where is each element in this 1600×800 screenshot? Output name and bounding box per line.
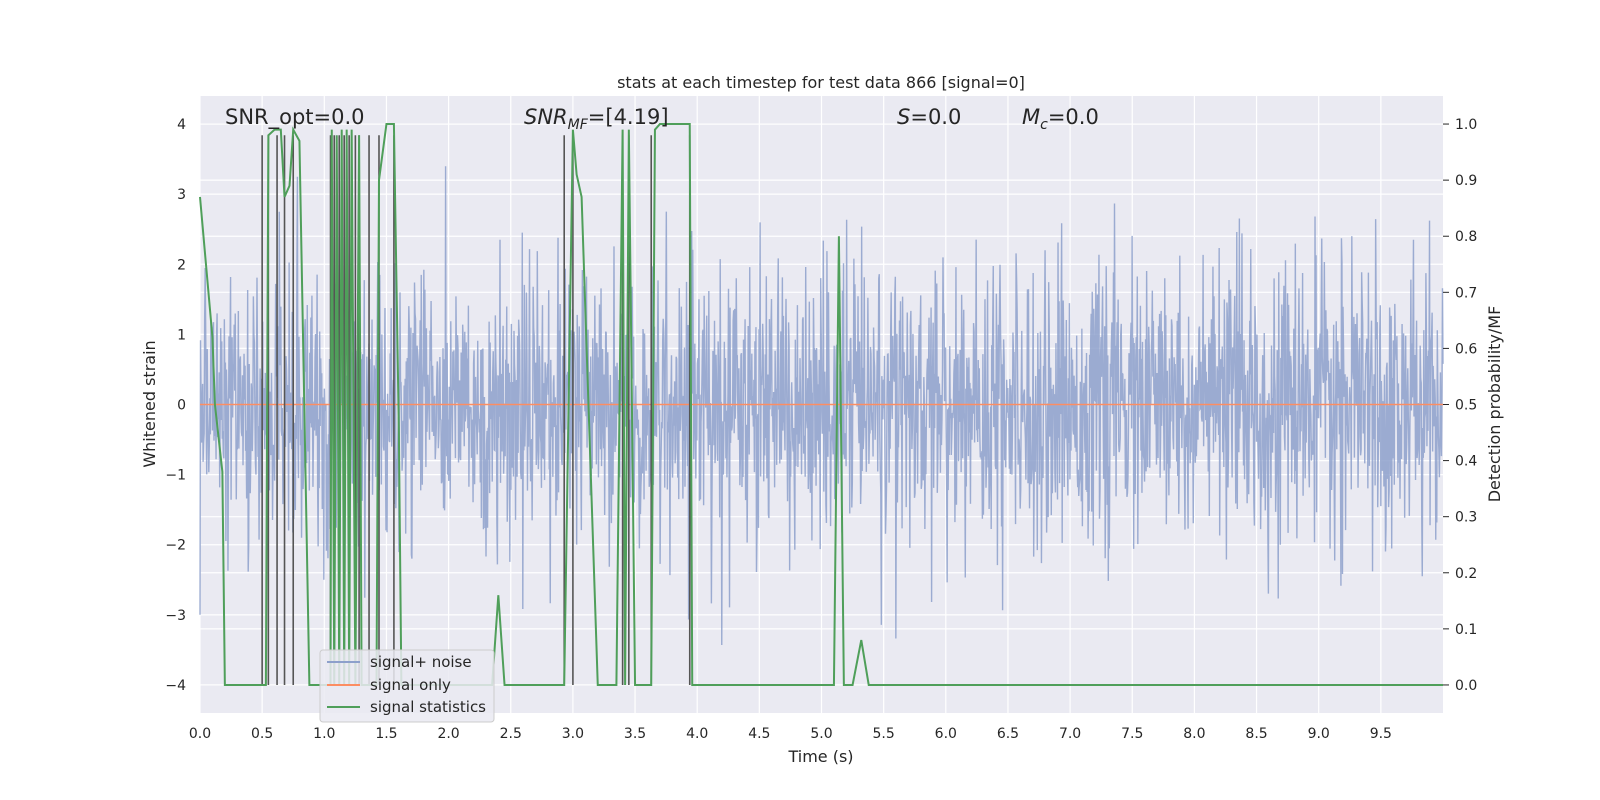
x-tick-label: 9.5 (1370, 726, 1392, 742)
y-tick-label-right: 0.4 (1455, 454, 1477, 470)
y-tick-label-right: 1.0 (1455, 117, 1477, 133)
legend-box (319, 649, 495, 723)
x-tick-label: 8.0 (1183, 726, 1205, 742)
x-tick-label: 4.5 (748, 726, 770, 742)
annotation-mc: Mc=0.0 (1022, 105, 1099, 133)
x-tick-label: 2.0 (437, 726, 459, 742)
annotation-snr-mf-value: =[4.19] (588, 105, 669, 129)
y-tick-label-right: 0.5 (1455, 398, 1477, 414)
annotation-s-value: =0.0 (910, 105, 961, 129)
x-tick-label: 3.5 (624, 726, 646, 742)
legend-label-stats: signal statistics (370, 698, 486, 716)
legend: signal+ noise signal only signal statist… (319, 649, 495, 723)
y-tick-label: 0 (177, 398, 186, 414)
x-tick-label: 7.5 (1121, 726, 1143, 742)
annotation-s: S=0.0 (897, 105, 961, 129)
x-tick-label: 1.5 (375, 726, 397, 742)
x-tick-label: 1.0 (313, 726, 335, 742)
y-tick-label: 2 (177, 257, 186, 273)
y-axis-label-right: Detection probability/MF (1485, 306, 1504, 503)
chart-title: stats at each timestep for test data 866… (617, 73, 1025, 92)
y-tick-label-right: 0.3 (1455, 510, 1477, 526)
y-tick-label: −2 (165, 538, 186, 554)
x-tick-label: 3.0 (562, 726, 584, 742)
y-tick-label-right: 0.6 (1455, 341, 1477, 357)
x-tick-label: 4.0 (686, 726, 708, 742)
annotation-s-base: S (897, 105, 910, 129)
x-tick-label: 0.0 (189, 726, 211, 742)
annotation-mc-sub: c (1040, 117, 1048, 133)
noise-line (199, 166, 1444, 645)
y-tick-label-right: 0.2 (1455, 566, 1477, 582)
y-tick-label-right: 0.9 (1455, 173, 1477, 189)
noise-series (199, 166, 1444, 645)
annotation-snr-mf-sub: MF (568, 117, 589, 133)
y-tick-label-right: 0.7 (1455, 285, 1477, 301)
x-tick-label: 7.0 (1059, 726, 1081, 742)
x-tick-label: 5.0 (810, 726, 832, 742)
annotation-snr-mf: SNRMF=[4.19] (524, 105, 669, 133)
y-axis-label: Whitened strain (140, 340, 159, 467)
y-tick-label-right: 0.8 (1455, 229, 1477, 245)
annotation-mc-base: M (1022, 105, 1040, 129)
y-tick-label: −3 (165, 608, 186, 624)
x-tick-label: 2.5 (500, 726, 522, 742)
x-axis-label: Time (s) (787, 747, 853, 766)
x-tick-label: 6.0 (935, 726, 957, 742)
y-tick-label: −1 (165, 468, 186, 484)
annotation-mc-value: =0.0 (1048, 105, 1099, 129)
y-tick-label-right: 0.0 (1455, 678, 1477, 694)
y-tick-label: 3 (177, 187, 186, 203)
x-tick-label: 5.5 (873, 726, 895, 742)
x-tick-label: 9.0 (1308, 726, 1330, 742)
legend-label-signal: signal only (370, 676, 451, 694)
x-tick-labels: 0.0 0.5 1.0 1.5 2.0 2.5 3.0 3.5 4.0 4.5 5.0 5.5 6.0 6… (189, 726, 1392, 742)
legend-label-noise: signal+ noise (370, 653, 472, 671)
y-tick-label: 4 (177, 117, 186, 133)
annotation-snr-opt: SNR_opt=0.0 (225, 105, 365, 130)
y-tick-labels: 4 3 2 1 0 −1 −2 −3 −4 (165, 117, 186, 694)
annotation-snr-mf-base: SNR (524, 105, 568, 129)
y-tick-label-right: 0.1 (1455, 622, 1477, 638)
x-tick-label: 6.5 (997, 726, 1019, 742)
y-tick-labels-right: 1.0 0.9 0.8 0.7 0.6 0.5 0.4 0.3 0.2 0.1 0.0 (1443, 117, 1477, 694)
y-tick-label: 1 (177, 327, 186, 343)
y-tick-label: −4 (165, 678, 186, 694)
x-tick-label: 0.5 (251, 726, 273, 742)
x-tick-label: 8.5 (1245, 726, 1267, 742)
